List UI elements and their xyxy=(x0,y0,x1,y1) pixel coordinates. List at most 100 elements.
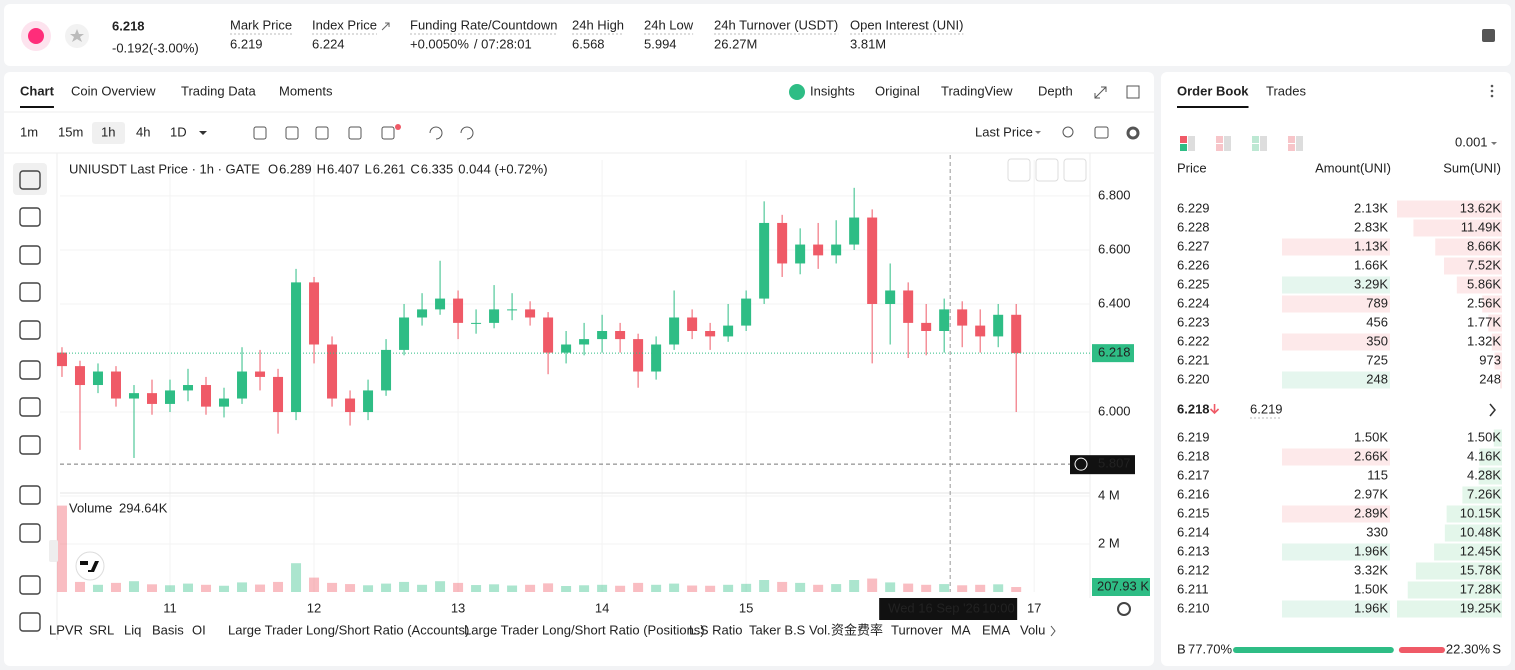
timeframe[interactable]: 4h xyxy=(136,124,150,139)
indicator-tab[interactable]: SRL xyxy=(89,622,114,637)
indicator-tab[interactable]: 资金费率 xyxy=(831,622,883,637)
drawing-tool[interactable] xyxy=(19,523,41,543)
toolbar-icon[interactable] xyxy=(315,126,329,140)
timeframe[interactable]: 15m xyxy=(58,124,83,139)
layout-option[interactable] xyxy=(1188,136,1195,151)
collapse-tab[interactable] xyxy=(49,540,58,562)
order-price[interactable]: 6.215 xyxy=(1177,505,1210,520)
order-price[interactable]: 6.228 xyxy=(1177,219,1210,234)
layout-option[interactable] xyxy=(1224,136,1231,151)
layout-option[interactable] xyxy=(1180,136,1187,143)
indicator-tab[interactable]: MA xyxy=(951,622,971,637)
indicator-tab[interactable]: LPVR xyxy=(49,622,83,637)
scroll-right[interactable] xyxy=(1050,625,1056,637)
crosshair-add[interactable] xyxy=(1074,457,1088,471)
toolbar-icon[interactable] xyxy=(348,126,362,140)
indicator-tab[interactable]: Turnover xyxy=(891,622,943,637)
order-price[interactable]: 6.210 xyxy=(1177,600,1210,615)
indicator-tab[interactable]: Large Trader Long/Short Ratio (Positions… xyxy=(464,622,705,637)
chart-settings[interactable] xyxy=(1117,602,1131,616)
chart-tab[interactable]: Trading Data xyxy=(181,83,256,98)
layout-option[interactable] xyxy=(1252,144,1259,151)
order-price[interactable]: 6.224 xyxy=(1177,295,1210,310)
layout-option[interactable] xyxy=(1260,136,1267,151)
search-icon[interactable] xyxy=(1062,126,1074,138)
order-price[interactable]: 6.216 xyxy=(1177,486,1210,501)
order-price[interactable]: 6.214 xyxy=(1177,524,1210,539)
drawing-tool[interactable] xyxy=(19,612,41,632)
layout-option[interactable] xyxy=(1288,136,1295,143)
view-tab[interactable]: Depth xyxy=(1038,83,1073,98)
order-price[interactable]: 6.213 xyxy=(1177,543,1210,558)
pane-button[interactable] xyxy=(1007,158,1031,182)
indicator-tab[interactable]: Basis xyxy=(152,622,184,637)
precision[interactable]: 0.001 xyxy=(1455,134,1488,149)
history-icon[interactable] xyxy=(429,126,443,140)
order-price[interactable]: 6.212 xyxy=(1177,562,1210,577)
candle-body xyxy=(327,344,338,399)
history-icon[interactable] xyxy=(460,126,474,140)
toolbar-icon[interactable] xyxy=(285,126,299,140)
order-price[interactable]: 6.223 xyxy=(1177,314,1210,329)
expand-chevron[interactable] xyxy=(1489,403,1496,417)
toolbar-icon[interactable] xyxy=(381,126,395,140)
indicator-tab[interactable]: EMA xyxy=(982,622,1011,637)
drawing-tool[interactable] xyxy=(19,397,41,417)
drawing-tool[interactable] xyxy=(19,245,41,265)
layout-option[interactable] xyxy=(1216,144,1223,151)
orderbook-tab[interactable]: Order Book xyxy=(1177,83,1249,98)
volume-bar xyxy=(110,582,121,592)
price-source[interactable]: Last Price xyxy=(975,124,1033,139)
indicator-tab[interactable]: Taker B.S Vol. xyxy=(749,622,831,637)
drawing-tool[interactable] xyxy=(19,435,41,455)
settings-icon[interactable] xyxy=(1126,126,1140,140)
chart-tab[interactable]: Moments xyxy=(279,83,333,98)
timeframe[interactable]: 1m xyxy=(20,124,38,139)
order-price[interactable]: 6.218 xyxy=(1177,448,1210,463)
calculator-icon[interactable] xyxy=(1482,29,1495,42)
order-price[interactable]: 6.217 xyxy=(1177,467,1210,482)
orderbook-tab[interactable]: Trades xyxy=(1266,83,1306,98)
indicator-tab[interactable]: Volu xyxy=(1020,622,1045,637)
drawing-tool[interactable] xyxy=(19,170,41,190)
order-price[interactable]: 6.226 xyxy=(1177,257,1210,272)
indicator-tab[interactable]: Liq xyxy=(124,622,141,637)
drawing-tool[interactable] xyxy=(19,282,41,302)
order-price[interactable]: 6.219 xyxy=(1177,429,1210,444)
chart-tab[interactable]: Chart xyxy=(20,83,55,98)
drawing-tool[interactable] xyxy=(19,575,41,595)
indicator-tab[interactable]: Large Trader Long/Short Ratio (Accounts) xyxy=(228,622,469,637)
view-tab[interactable]: TradingView xyxy=(941,83,1013,98)
order-price[interactable]: 6.229 xyxy=(1177,200,1210,215)
order-price[interactable]: 6.225 xyxy=(1177,276,1210,291)
order-price[interactable]: 6.222 xyxy=(1177,333,1210,348)
view-tab[interactable]: Original xyxy=(875,83,920,98)
indicator-tab[interactable]: L.S Ratio xyxy=(689,622,742,637)
layout-option[interactable] xyxy=(1216,136,1223,143)
pane-button[interactable] xyxy=(1035,158,1059,182)
drawing-tool[interactable] xyxy=(19,485,41,505)
timeframe[interactable]: 1D xyxy=(170,124,187,139)
indicator-tab[interactable]: OI xyxy=(192,622,206,637)
drawing-tool[interactable] xyxy=(19,207,41,227)
view-tab[interactable]: Insights xyxy=(810,83,855,98)
layout-option[interactable] xyxy=(1288,144,1295,151)
order-price[interactable]: 6.221 xyxy=(1177,352,1210,367)
camera-icon[interactable] xyxy=(1094,126,1109,139)
chart-tab[interactable]: Coin Overview xyxy=(71,83,156,98)
layout-option[interactable] xyxy=(1252,136,1259,143)
order-price[interactable]: 6.220 xyxy=(1177,371,1210,386)
layout-option[interactable] xyxy=(1296,136,1303,151)
candle-body xyxy=(146,393,157,404)
layout-icon[interactable] xyxy=(1126,85,1140,99)
layout-option[interactable] xyxy=(1180,144,1187,151)
volume-bar xyxy=(471,585,482,592)
toolbar-icon[interactable] xyxy=(253,126,267,140)
order-price[interactable]: 6.211 xyxy=(1177,581,1209,596)
pane-button[interactable] xyxy=(1063,158,1087,182)
drawing-tool[interactable] xyxy=(19,360,41,380)
expand-icon[interactable] xyxy=(1094,86,1107,99)
timeframe[interactable]: 1h xyxy=(101,124,115,139)
drawing-tool[interactable] xyxy=(19,320,41,340)
order-price[interactable]: 6.227 xyxy=(1177,238,1210,253)
